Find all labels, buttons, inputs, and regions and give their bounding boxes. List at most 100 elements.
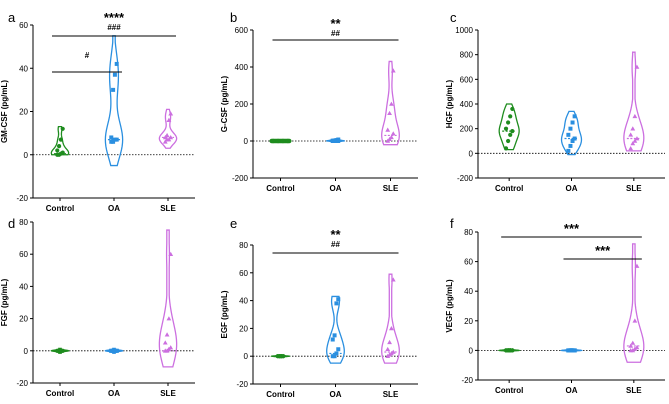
x-tick-label: Control: [46, 389, 74, 398]
data-point: [628, 146, 634, 151]
y-tick-label: 40: [239, 297, 248, 306]
y-tick-label: 400: [460, 100, 474, 109]
x-tick-label: SLE: [626, 184, 642, 193]
data-point: [389, 134, 394, 140]
y-tick-label: -200: [232, 174, 249, 183]
data-point: [630, 126, 636, 131]
data-point: [506, 120, 511, 125]
data-point: [506, 138, 511, 144]
data-point: [60, 126, 65, 131]
y-tick-label: -20: [236, 380, 248, 389]
data-point: [275, 138, 281, 144]
data-point: [568, 348, 573, 353]
data-point: [390, 68, 396, 73]
data-point: [572, 136, 577, 141]
data-point: [336, 347, 341, 352]
y-tick-label: 0: [244, 352, 249, 361]
y-tick-label: -20: [461, 376, 473, 385]
data-point: [630, 141, 636, 146]
x-tick-label: OA: [108, 389, 120, 398]
data-point: [634, 263, 640, 268]
data-point: [168, 135, 174, 140]
y-tick-label: 0: [24, 347, 29, 356]
violin-OA: [326, 295, 345, 364]
data-point: [570, 348, 575, 353]
panel-letter: d: [8, 216, 15, 231]
data-point: [630, 348, 636, 353]
data-point: [630, 340, 636, 345]
violin-OA: [560, 110, 583, 156]
data-point: [164, 132, 170, 138]
data-point: [112, 72, 117, 77]
data-point: [271, 138, 276, 144]
violin-SLE: [158, 108, 178, 149]
data-point: [568, 143, 573, 148]
x-tick-label: SLE: [160, 204, 176, 213]
significance-label: **: [330, 16, 341, 31]
y-tick-label: 20: [239, 324, 248, 333]
y-axis-title: VEGF (pg/mL): [445, 279, 454, 333]
data-point: [60, 348, 65, 353]
data-point: [510, 129, 515, 134]
data-point: [570, 139, 575, 143]
y-tick-label: 20: [19, 108, 28, 117]
data-point: [510, 106, 515, 112]
y-tick-label: 20: [464, 317, 473, 326]
y-tick-label: 600: [460, 75, 474, 84]
y-tick-label: 60: [19, 250, 28, 259]
data-point: [164, 332, 170, 337]
violin-Control: [269, 138, 292, 144]
data-point: [628, 343, 634, 348]
data-point: [166, 316, 172, 321]
y-tick-label: 800: [460, 51, 474, 60]
x-tick-label: SLE: [383, 390, 399, 399]
x-tick-label: SLE: [626, 386, 642, 395]
x-tick-label: Control: [266, 390, 294, 399]
chart-panel-d: d -20 0 20 40 60 80 FGF (pg/mL) Control OA SLE: [0, 216, 195, 398]
violin-SLE: [381, 273, 400, 364]
violin-SLE: [381, 60, 400, 146]
data-point: [634, 64, 640, 69]
y-tick-label: 200: [460, 125, 474, 134]
data-point: [281, 354, 286, 359]
y-tick-label: 60: [239, 269, 248, 278]
data-point: [334, 301, 339, 306]
y-axis-title: HGF (pg/mL): [445, 79, 454, 128]
y-tick-label: 40: [19, 282, 28, 291]
violin-Control: [498, 103, 520, 151]
data-point: [632, 346, 638, 351]
data-point: [628, 132, 634, 137]
data-point: [162, 340, 168, 345]
data-point: [114, 137, 119, 142]
y-tick-label: 400: [235, 63, 249, 72]
y-tick-label: -20: [16, 379, 28, 388]
data-point: [572, 114, 577, 119]
significance-label: ***: [564, 221, 580, 236]
x-tick-label: Control: [266, 184, 294, 193]
y-tick-label: 80: [19, 218, 28, 227]
data-point: [632, 113, 638, 119]
y-tick-label: -20: [16, 194, 28, 203]
data-point: [168, 345, 174, 350]
significance-label: ##: [331, 240, 340, 249]
data-point: [332, 354, 337, 359]
data-point: [334, 351, 339, 356]
data-point: [385, 127, 391, 132]
data-point: [111, 139, 116, 144]
y-axis-title: G-CSF (pg/mL): [220, 75, 229, 132]
panel-letter: e: [230, 216, 237, 231]
data-point: [570, 120, 575, 125]
x-tick-label: SLE: [160, 389, 176, 398]
data-point: [387, 339, 392, 345]
significance-label: ***: [595, 243, 611, 258]
data-point: [60, 150, 65, 155]
data-point: [168, 111, 174, 116]
chart-panel-b: b -200 0 200 400 600 G-CSF (pg/mL) Control OA SLE…: [220, 10, 418, 193]
data-point: [111, 87, 116, 92]
panel-letter: a: [8, 10, 16, 25]
data-point: [387, 110, 392, 116]
data-point: [56, 144, 62, 149]
y-tick-label: 40: [464, 287, 473, 296]
y-tick-label: 600: [235, 26, 249, 35]
chart-panel-e: e -20 0 20 40 60 80 EGF (pg/mL) Control OA SLE **##: [220, 216, 418, 399]
